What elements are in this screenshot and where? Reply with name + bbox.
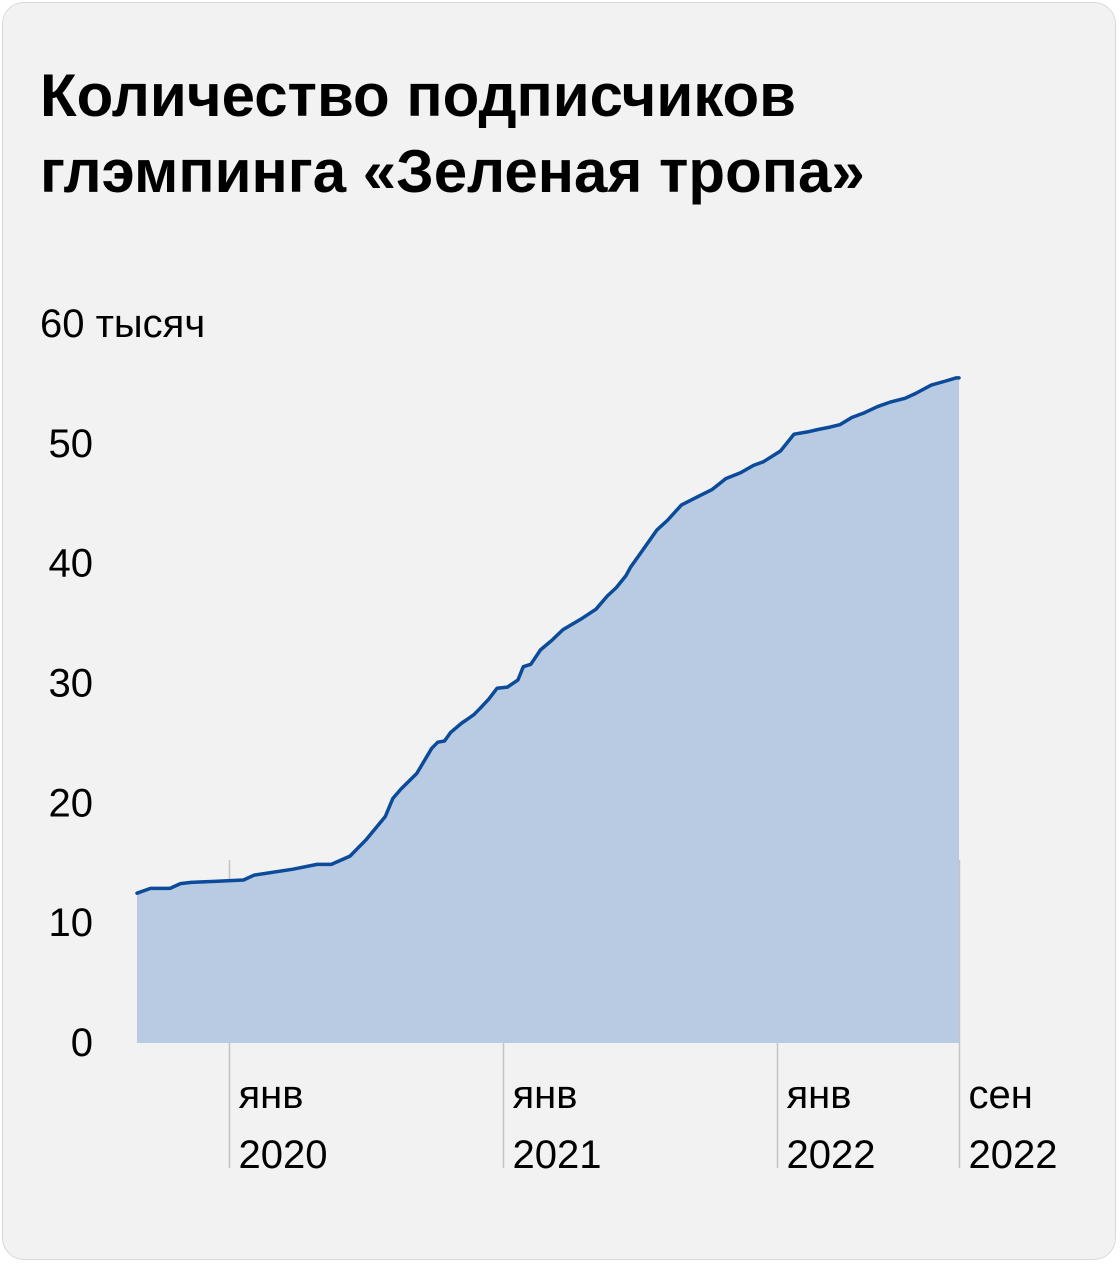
chart-title-line: глэмпинга «Зеленая тропа» <box>40 138 865 205</box>
series-area-fill <box>137 377 959 1043</box>
y-tick-label: 20 <box>49 781 94 825</box>
x-tick-month-label: янв <box>239 1073 304 1117</box>
chart-title-line: Количество подписчиков <box>40 62 796 129</box>
y-tick-label: 10 <box>49 901 94 945</box>
x-tick-month-label: янв <box>513 1073 578 1117</box>
area-layer <box>135 376 961 1043</box>
x-tick-year-label: 2022 <box>969 1133 1058 1177</box>
y-tick-label: 0 <box>71 1021 93 1065</box>
x-tick-year-label: 2020 <box>239 1133 328 1177</box>
y-tick-label: 50 <box>49 422 94 466</box>
y-tick-label: 30 <box>49 662 94 706</box>
x-tick-year-label: 2021 <box>513 1133 602 1177</box>
x-tick-month-label: янв <box>787 1073 852 1117</box>
x-tick-month-label: сен <box>969 1073 1033 1117</box>
x-tick-year-label: 2022 <box>787 1133 876 1177</box>
x-axis: янв 2020 янв 2021 янв 2022 сен 2022 <box>239 1073 1058 1177</box>
y-tick-label: 40 <box>49 542 94 586</box>
chart-title: Количество подписчиков глэмпинга «Зелена… <box>40 58 1080 210</box>
y-axis: 0 10 20 30 40 50 60 тысяч <box>40 302 205 1065</box>
series-line <box>135 376 961 895</box>
y-tick-label: 60 тысяч <box>40 302 205 346</box>
